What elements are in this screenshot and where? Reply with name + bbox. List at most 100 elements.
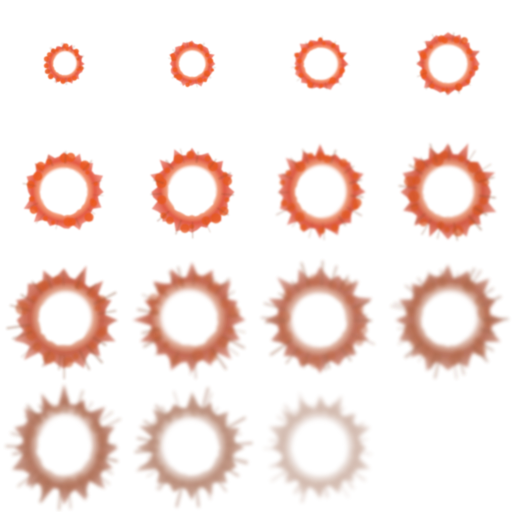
- fire-blob: [322, 41, 326, 46]
- explosion-frame-art: [390, 264, 509, 380]
- smoke-streak: [94, 418, 121, 433]
- explosion-frame-6: [128, 128, 256, 256]
- fire-blob: [297, 58, 302, 64]
- smoke-streak: [85, 344, 103, 364]
- smoke-streak: [195, 79, 198, 88]
- smoke-streak: [12, 331, 33, 340]
- fire-blob: [354, 305, 364, 315]
- fire-blob: [188, 79, 192, 84]
- fire-blob: [285, 288, 292, 295]
- fire-blob: [191, 349, 204, 362]
- fire-blob: [85, 170, 90, 175]
- smoke-streak: [225, 441, 253, 447]
- fire-blob: [279, 330, 293, 344]
- explosion-frame-art: [416, 32, 480, 96]
- smoke-streak: [260, 316, 286, 320]
- fire-blob: [204, 155, 211, 162]
- smoke-streak: [264, 320, 287, 324]
- smoke-streak: [349, 194, 364, 199]
- fire-blob: [294, 161, 306, 172]
- smoke-streak: [21, 342, 39, 358]
- smoke-streak: [58, 353, 62, 371]
- smoke-streak: [289, 157, 301, 170]
- smoke-streak: [350, 427, 366, 435]
- smoke-streak: [153, 179, 165, 185]
- smoke-streak: [44, 69, 52, 74]
- smoke-streak: [154, 343, 168, 356]
- smoke-streak: [451, 32, 455, 42]
- fire-blob: [186, 150, 195, 159]
- smoke-streak: [91, 180, 102, 184]
- smoke-streak: [328, 402, 335, 417]
- fire-blob: [330, 481, 340, 490]
- fire-blob: [412, 176, 421, 185]
- fire-blob: [172, 67, 178, 73]
- smoke-streak: [291, 280, 301, 293]
- smoke-streak: [86, 283, 97, 295]
- fire-ring-shape: [395, 264, 505, 372]
- smoke-streak: [207, 276, 215, 291]
- smoke-streak: [440, 269, 444, 287]
- fire-blob: [74, 53, 78, 57]
- smoke-streak: [30, 473, 43, 489]
- smoke-streak: [218, 172, 232, 180]
- smoke-streak: [31, 280, 43, 295]
- fire-blob: [29, 205, 38, 214]
- fire-blob: [157, 195, 167, 205]
- smoke-streak: [12, 451, 30, 455]
- smoke-streak: [474, 207, 488, 216]
- fire-blob: [210, 68, 214, 72]
- fire-blob: [466, 48, 473, 55]
- smoke-streak: [155, 404, 171, 423]
- smoke-streak: [209, 158, 217, 169]
- smoke-streak: [171, 350, 180, 367]
- explosion-frame-2: [128, 0, 256, 128]
- smoke-streak: [322, 353, 327, 371]
- explosion-frame-4: [384, 0, 512, 128]
- fire-blob: [84, 212, 94, 222]
- fire-blob: [50, 220, 56, 225]
- smoke-streak: [43, 60, 51, 63]
- fire-blob: [60, 79, 66, 84]
- explosion-frame-art: [43, 42, 85, 86]
- fire-blob: [473, 65, 479, 71]
- smoke-streak: [336, 477, 349, 498]
- smoke-streak: [419, 157, 429, 168]
- fire-blob: [404, 323, 417, 337]
- fire-blob: [440, 150, 449, 160]
- explosion-frame-1: [0, 0, 128, 128]
- fire-blob: [418, 344, 432, 357]
- smoke-streak: [55, 219, 59, 230]
- fire-blob: [306, 79, 311, 83]
- fire-blob: [23, 438, 32, 446]
- fire-blob: [473, 342, 487, 356]
- smoke-streak: [204, 219, 211, 233]
- smoke-streak: [321, 35, 323, 45]
- fire-blob: [295, 348, 303, 356]
- smoke-streak: [177, 266, 185, 288]
- smoke-streak: [475, 338, 494, 352]
- smoke-streak: [212, 474, 227, 492]
- smoke-streak: [464, 79, 471, 86]
- smoke-streak: [320, 260, 324, 287]
- smoke-streak: [353, 451, 372, 455]
- fire-blob: [444, 226, 451, 233]
- explosion-ring: [5, 383, 121, 511]
- smoke-streak: [346, 467, 366, 482]
- smoke-streak: [172, 48, 180, 56]
- explosion-ring: [43, 42, 85, 86]
- explosion-frame-art: [134, 387, 253, 508]
- fire-blob: [36, 161, 46, 171]
- fire-blob: [277, 432, 288, 443]
- smoke-streak: [96, 455, 118, 463]
- explosion-ring: [150, 147, 235, 239]
- smoke-streak: [192, 270, 195, 287]
- explosion-frame-14: [128, 384, 256, 512]
- smoke-streak: [291, 65, 301, 68]
- fire-blob: [164, 167, 171, 174]
- explosion-frame-7: [256, 128, 384, 256]
- smoke-streak: [298, 392, 309, 417]
- smoke-streak: [171, 73, 179, 79]
- smoke-streak: [263, 302, 288, 311]
- smoke-streak: [340, 346, 352, 362]
